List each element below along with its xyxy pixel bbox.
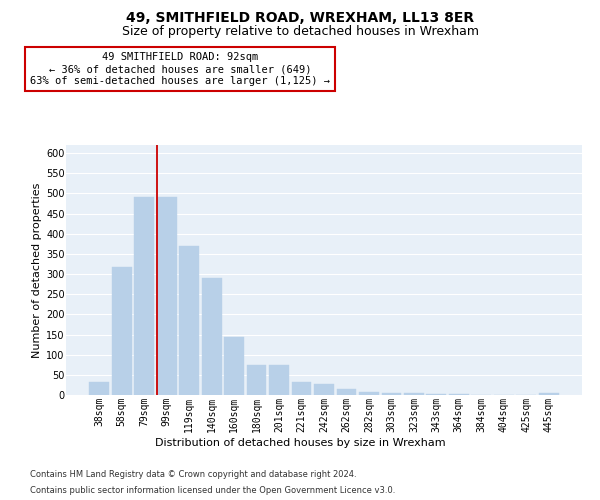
Bar (449, 394, 469, 395)
Bar (179, 246, 199, 395)
Bar (202, 278, 221, 395)
Text: Contains HM Land Registry data © Crown copyright and database right 2024.: Contains HM Land Registry data © Crown c… (30, 470, 356, 479)
Bar (404, 394, 424, 395)
Bar (247, 365, 266, 395)
Bar (314, 384, 334, 395)
Bar (359, 392, 379, 395)
Text: Size of property relative to detached houses in Wrexham: Size of property relative to detached ho… (121, 25, 479, 38)
Bar (427, 394, 446, 395)
Bar (89, 382, 109, 395)
Bar (112, 267, 131, 395)
Text: 49 SMITHFIELD ROAD: 92sqm
← 36% of detached houses are smaller (649)
63% of semi: 49 SMITHFIELD ROAD: 92sqm ← 36% of detac… (30, 52, 330, 86)
Bar (382, 393, 401, 395)
Bar (337, 389, 356, 395)
Bar (292, 382, 311, 395)
Y-axis label: Number of detached properties: Number of detached properties (32, 182, 42, 358)
Bar (269, 365, 289, 395)
Text: 49, SMITHFIELD ROAD, WREXHAM, LL13 8ER: 49, SMITHFIELD ROAD, WREXHAM, LL13 8ER (126, 11, 474, 25)
Bar (134, 198, 154, 395)
Text: Distribution of detached houses by size in Wrexham: Distribution of detached houses by size … (155, 438, 445, 448)
Text: Contains public sector information licensed under the Open Government Licence v3: Contains public sector information licen… (30, 486, 395, 495)
Bar (539, 393, 559, 395)
Bar (224, 336, 244, 395)
Bar (157, 198, 176, 395)
